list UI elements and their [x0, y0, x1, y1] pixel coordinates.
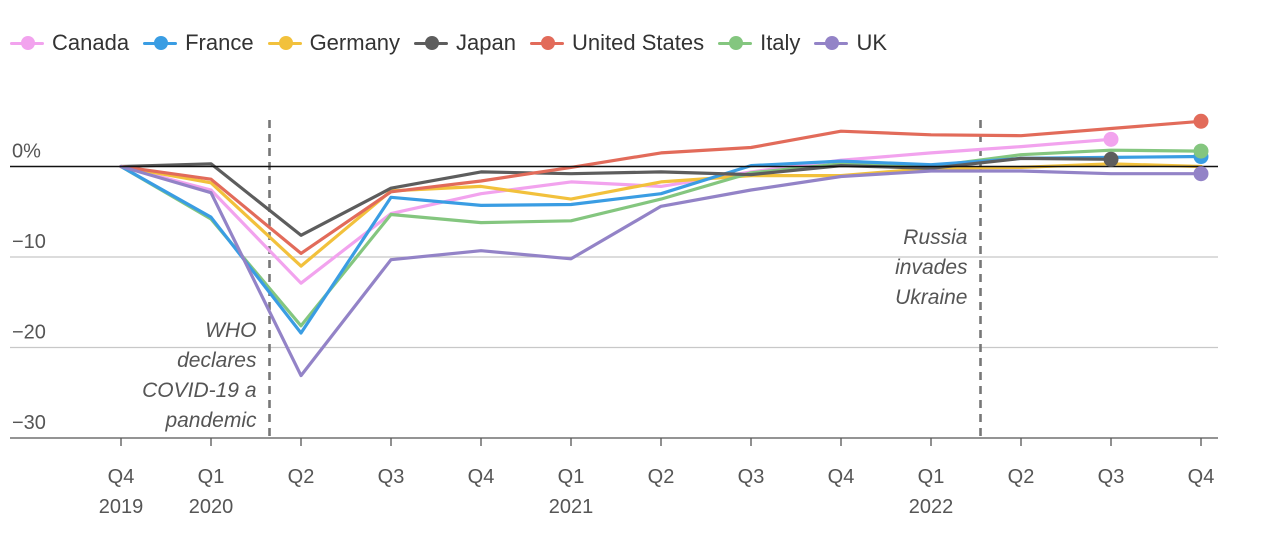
x-tick-label: Q4	[828, 466, 855, 488]
x-year-label: 2022	[909, 496, 954, 518]
legend-item-united-states: United States	[530, 30, 704, 56]
annotation-text-who-pandemic: declares	[177, 349, 257, 372]
legend-swatch-italy	[718, 35, 753, 51]
series-line-uk	[119, 164, 1203, 378]
x-tick-label: Q4	[468, 466, 495, 488]
x-tick-label: Q1	[198, 466, 225, 488]
x-tick-label: Q3	[738, 466, 765, 488]
x-tick-label: Q1	[918, 466, 945, 488]
x-tick-label: Q2	[648, 466, 675, 488]
legend-item-italy: Italy	[718, 30, 800, 56]
legend-label-canada: Canada	[52, 30, 130, 55]
x-year-label: 2019	[99, 496, 144, 518]
y-tick-label: −20	[12, 322, 46, 344]
y-tick-label: −10	[12, 231, 46, 253]
x-tick-label: Q3	[1098, 466, 1125, 488]
x-year-label: 2020	[189, 496, 234, 518]
annotation-text-russia-invades: Ukraine	[895, 286, 967, 309]
legend-swatch-united-states	[530, 35, 564, 51]
annotation-text-who-pandemic: COVID-19 a	[142, 379, 256, 402]
legend-label-japan: Japan	[456, 30, 516, 55]
legend-item-japan: Japan	[414, 30, 516, 56]
end-marker-italy	[1193, 143, 1209, 159]
x-tick-label: Q4	[108, 466, 135, 488]
legend-item-canada: Canada	[10, 30, 129, 56]
series-line-united-states	[119, 119, 1203, 255]
annotation-text-russia-invades: invades	[895, 256, 968, 279]
x-tick-label: Q4	[1188, 466, 1215, 488]
legend-swatch-france	[143, 35, 178, 51]
series-line-italy	[119, 148, 1203, 328]
end-marker-uk	[1193, 166, 1209, 182]
end-marker-united-states	[1193, 113, 1209, 129]
annotation-text-russia-invades: Russia	[903, 226, 967, 249]
end-marker-canada	[1103, 131, 1119, 147]
legend-swatch-uk	[814, 35, 849, 51]
legend-swatch-germany	[267, 35, 302, 51]
legend-label-germany: Germany	[309, 30, 401, 55]
legend-swatch-canada	[10, 35, 44, 51]
y-tick-label: 0%	[12, 141, 41, 163]
y-tick-label: −30	[12, 412, 46, 434]
x-tick-label: Q3	[378, 466, 405, 488]
annotation-text-who-pandemic: WHO	[205, 319, 256, 342]
legend-label-france: France	[185, 30, 254, 55]
legend-item-france: France	[143, 30, 254, 56]
legend-item-germany: Germany	[267, 30, 401, 56]
series-line-germany	[119, 162, 1203, 268]
legend-label-united-states: United States	[572, 30, 705, 55]
series-line-canada	[119, 137, 1113, 285]
x-tick-label: Q1	[558, 466, 585, 488]
legend-label-italy: Italy	[760, 30, 801, 55]
end-marker-japan	[1103, 151, 1119, 167]
x-tick-label: Q2	[1008, 466, 1035, 488]
x-year-label: 2021	[549, 496, 594, 518]
x-tick-label: Q2	[288, 466, 315, 488]
legend-swatch-japan	[414, 35, 449, 51]
legend-item-uk: UK	[814, 30, 887, 56]
annotation-text-who-pandemic: pandemic	[164, 409, 257, 432]
legend-label-uk: UK	[856, 30, 887, 55]
legend: Canada France Germany Japan United States Ita…	[10, 30, 887, 56]
